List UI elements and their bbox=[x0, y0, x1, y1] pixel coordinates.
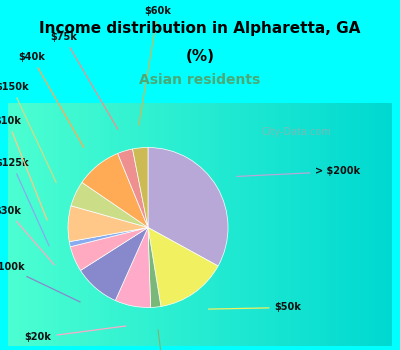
Text: $60k: $60k bbox=[139, 7, 172, 125]
Text: $10k: $10k bbox=[0, 117, 47, 220]
Wedge shape bbox=[71, 182, 148, 228]
Wedge shape bbox=[132, 147, 148, 228]
Text: $20k: $20k bbox=[24, 326, 126, 343]
Text: City-Data.com: City-Data.com bbox=[261, 127, 331, 138]
Text: $150k: $150k bbox=[0, 83, 56, 183]
Wedge shape bbox=[148, 147, 228, 266]
Text: $75k: $75k bbox=[50, 33, 118, 129]
Wedge shape bbox=[148, 228, 161, 307]
Wedge shape bbox=[68, 206, 148, 242]
Text: > $200k: > $200k bbox=[237, 167, 360, 176]
Wedge shape bbox=[69, 228, 148, 247]
Text: Asian residents: Asian residents bbox=[139, 74, 261, 88]
Text: $200k: $200k bbox=[147, 330, 181, 350]
Text: (%): (%) bbox=[186, 49, 214, 64]
Wedge shape bbox=[80, 228, 148, 301]
Text: Income distribution in Alpharetta, GA: Income distribution in Alpharetta, GA bbox=[39, 21, 361, 36]
Text: $30k: $30k bbox=[0, 206, 54, 265]
Wedge shape bbox=[118, 149, 148, 228]
Text: $125k: $125k bbox=[0, 159, 49, 246]
Wedge shape bbox=[70, 228, 148, 271]
Wedge shape bbox=[82, 153, 148, 228]
Wedge shape bbox=[148, 228, 218, 307]
Text: $100k: $100k bbox=[0, 262, 80, 302]
Wedge shape bbox=[115, 228, 150, 308]
Text: $50k: $50k bbox=[208, 302, 302, 313]
Text: $40k: $40k bbox=[18, 52, 84, 147]
